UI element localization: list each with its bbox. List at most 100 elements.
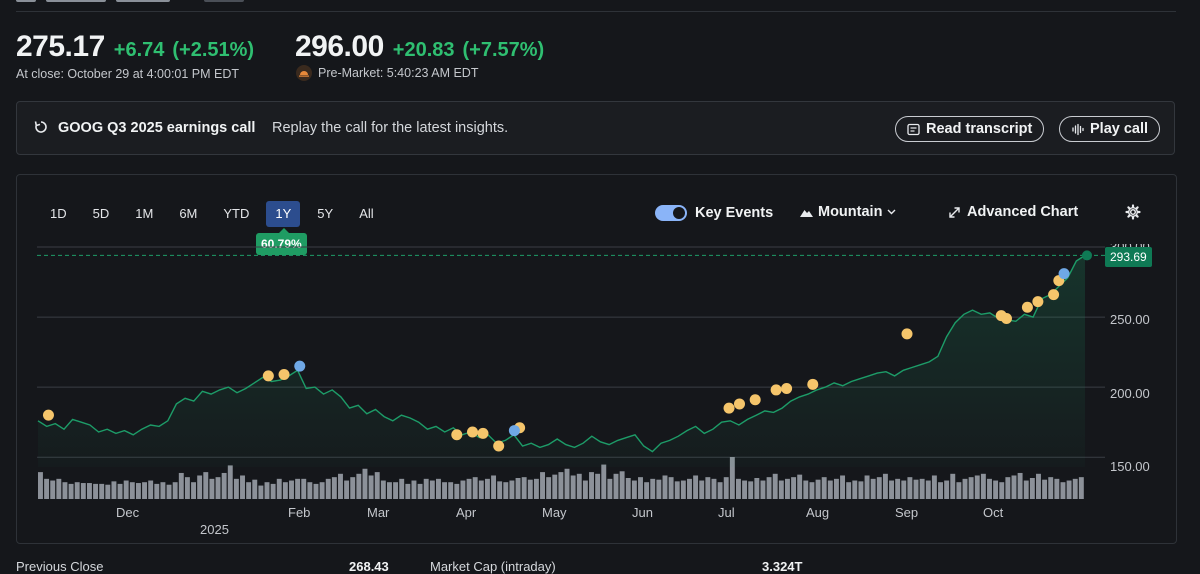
volume-bar: [778, 480, 784, 499]
prev-close-number: 268.43: [349, 559, 389, 574]
mountain-icon: [800, 210, 813, 217]
volume-bar: [387, 482, 392, 499]
volume-bar: [864, 475, 870, 499]
audio-wave-icon: [1072, 123, 1084, 135]
volume-bar: [546, 477, 552, 499]
range-5d[interactable]: 5D: [92, 206, 110, 221]
volume-bar: [515, 478, 521, 499]
market-cap-number: 3.324T: [762, 559, 803, 574]
volume-bar: [521, 477, 527, 499]
x-label-aug: Aug: [806, 505, 830, 520]
key-events-label: Key Events: [695, 205, 774, 221]
key-event-marker: [781, 383, 793, 395]
advanced-chart-label: Advanced Chart: [967, 204, 1079, 220]
x-label-feb: Feb: [288, 505, 311, 520]
volume-bar: [105, 484, 111, 499]
volume-bar: [258, 485, 264, 499]
volume-bar: [117, 483, 123, 499]
key-events-toggle[interactable]: [655, 205, 687, 221]
volume-bar: [533, 478, 539, 499]
key-event-marker: [723, 402, 735, 414]
volume-bar: [197, 475, 203, 499]
volume-bar: [203, 472, 209, 499]
volume-bar: [674, 481, 680, 499]
volume-bar: [895, 478, 901, 499]
volume-bar: [699, 480, 705, 499]
range-1d[interactable]: 1D: [50, 206, 67, 221]
volume-bar: [80, 483, 86, 499]
range-1y[interactable]: 1Y: [266, 201, 301, 227]
x-label-oct: Oct: [983, 505, 1004, 520]
volume-bar: [631, 480, 637, 499]
read-transcript-button[interactable]: Read transcript: [895, 116, 1045, 142]
volume-bar: [393, 482, 399, 499]
range-all[interactable]: All: [359, 206, 374, 221]
gear-icon[interactable]: [1125, 204, 1141, 225]
key-event-marker: [42, 409, 54, 421]
close-time: At close: October 29 at 4:00:01 PM EDT: [16, 67, 240, 81]
play-call-button[interactable]: Play call: [1059, 116, 1161, 142]
volume-bar: [191, 482, 196, 499]
x-label-mar: Mar: [367, 505, 390, 520]
volume-bar: [748, 481, 754, 499]
volume-bar: [644, 482, 650, 499]
earnings-call-banner: GOOG Q3 2025 earnings call Replay the ca…: [16, 101, 1175, 155]
key-event-marker-blue: [294, 360, 306, 372]
volume-bar: [736, 478, 741, 499]
chart-type-dropdown[interactable]: Mountain: [800, 204, 896, 220]
range-6m[interactable]: 6M: [179, 206, 198, 221]
market-cap-label: Market Cap (intraday): [430, 559, 556, 574]
volume-bar: [527, 479, 533, 499]
earnings-call-description: Replay the call for the latest insights.: [272, 120, 509, 136]
volume-bar: [815, 479, 821, 499]
volume-bar: [882, 473, 888, 499]
volume-bar: [264, 482, 270, 499]
volume-bar: [974, 475, 980, 499]
key-event-marker: [451, 429, 463, 441]
earnings-call-title: GOOG Q3 2025 earnings call: [58, 120, 256, 136]
key-event-marker: [262, 370, 274, 382]
volume-bar: [172, 482, 178, 499]
volume-bar: [289, 480, 294, 499]
volume-bar: [350, 477, 356, 499]
volume-bar: [558, 472, 564, 499]
volume-bar: [509, 480, 515, 499]
volume-bar: [368, 475, 374, 499]
current-price-label: 293.69: [1105, 247, 1152, 267]
x-label-may: May: [542, 505, 567, 520]
volume-bar: [913, 479, 919, 499]
key-event-marker: [1021, 301, 1033, 313]
close-change: +6.74: [113, 39, 165, 61]
volume-bar: [576, 473, 582, 499]
volume-bar: [405, 483, 411, 499]
volume-bar: [50, 480, 56, 499]
volume-bar: [772, 473, 778, 499]
range-ytd[interactable]: YTD: [223, 206, 250, 221]
volume-bar: [729, 457, 735, 499]
volume-bar: [93, 483, 99, 499]
current-price-dot: [1082, 250, 1092, 261]
volume-bar: [435, 478, 441, 499]
volume-bar: [423, 478, 429, 499]
volume-bar: [889, 480, 894, 499]
price-chart[interactable]: [17, 175, 1178, 545]
key-event-marker-blue: [1058, 268, 1070, 280]
key-event-marker: [807, 378, 819, 390]
x-label-jul: Jul: [718, 505, 735, 520]
volume-bar: [270, 483, 276, 499]
volume-bar: [44, 478, 50, 499]
close-change-pct: (+2.51%): [172, 39, 255, 61]
advanced-chart-button[interactable]: Advanced Chart: [948, 204, 1078, 220]
range-5y[interactable]: 5Y: [317, 206, 334, 221]
key-event-marker: [1000, 312, 1012, 324]
volume-bar: [380, 480, 386, 499]
volume-bar: [497, 481, 503, 499]
volume-bar: [411, 480, 417, 499]
range-1m[interactable]: 1M: [135, 206, 154, 221]
volume-bar: [876, 477, 882, 499]
y-tick-150: 150.00: [1110, 459, 1150, 474]
volume-bar: [705, 477, 711, 499]
volume-bar: [313, 483, 319, 499]
volume-bar: [742, 480, 748, 499]
volume-bar: [215, 477, 221, 499]
